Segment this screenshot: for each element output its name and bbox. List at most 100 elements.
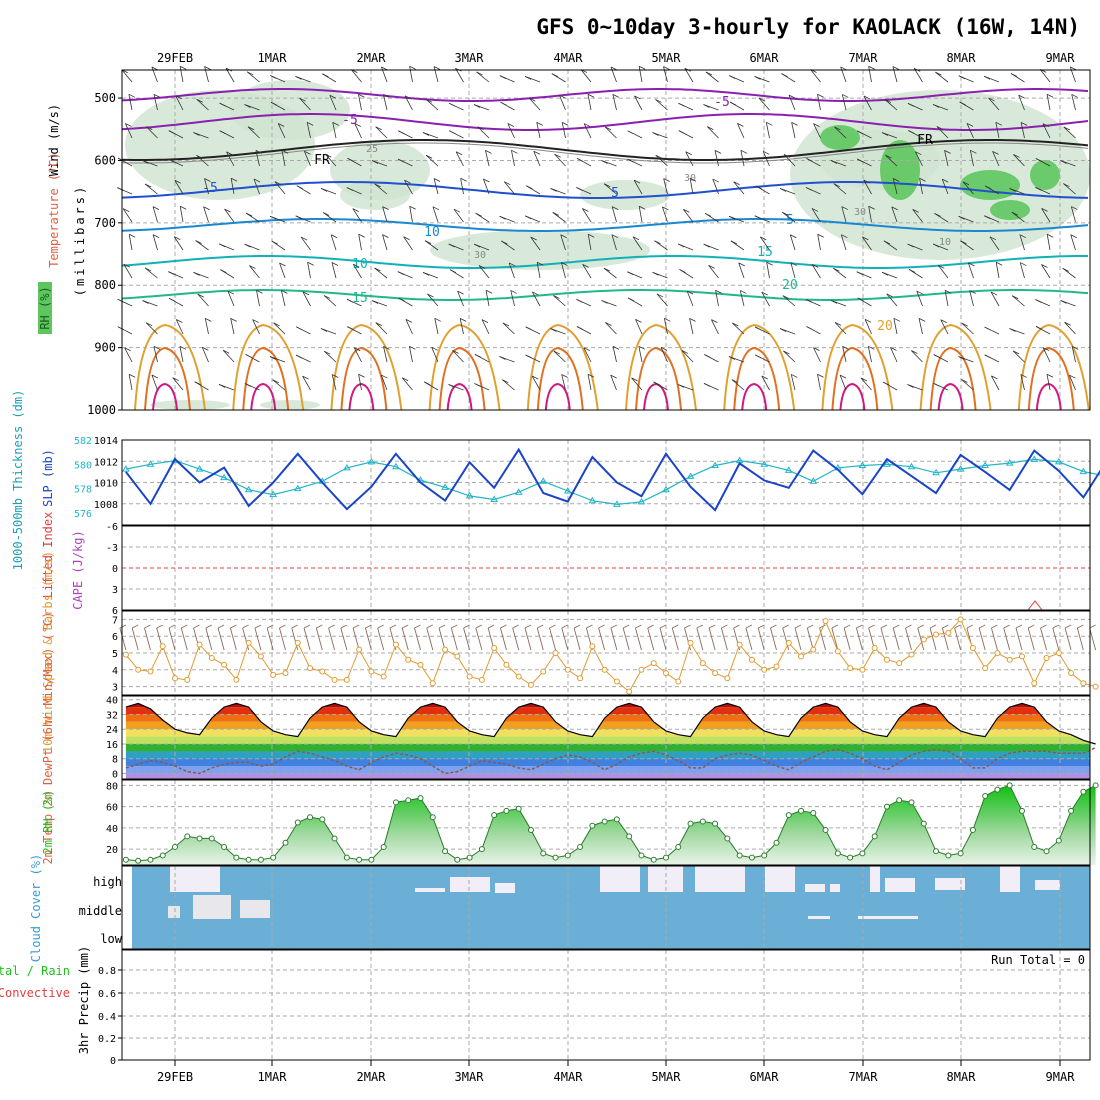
wind-barb-flag — [612, 94, 620, 98]
wind-barb-flag — [1020, 374, 1028, 378]
wind-barb-flag — [510, 290, 517, 294]
wind10m-barb-flag — [340, 624, 348, 629]
wind-barb — [323, 295, 337, 307]
wind-barb-flag — [553, 295, 560, 299]
wind-barb-flag — [790, 234, 797, 239]
wind-barb-flag — [989, 236, 997, 241]
isotherm-25 — [625, 323, 697, 411]
wind-barb-flag — [1013, 154, 1020, 158]
wind-barb-flag — [302, 291, 310, 296]
wind-barb — [783, 154, 796, 167]
wind-barb-flag — [707, 126, 714, 130]
rh-point — [957, 850, 964, 857]
rh-point — [233, 854, 240, 861]
wind-barb-flag — [704, 354, 711, 358]
wind-barb-flag — [273, 322, 280, 327]
rh-shade-dark — [820, 125, 860, 150]
wind-barb-flag — [938, 264, 945, 269]
wind-barb-flag — [817, 93, 824, 98]
wind-barb-flag — [686, 290, 694, 295]
wind-barb — [1062, 268, 1076, 279]
wind-barb — [991, 375, 1000, 391]
wind-barb-flag — [683, 208, 690, 213]
wind-barb-flag — [841, 234, 848, 239]
wind-barb-flag — [705, 71, 713, 76]
wind-barb — [1070, 206, 1076, 223]
wind10m-barb-flag — [905, 624, 912, 629]
wind-barb-flag — [433, 66, 441, 70]
wind-barb-flag — [499, 356, 506, 360]
wind10m-barb-flag — [843, 624, 851, 629]
wind-barb — [252, 319, 260, 335]
wind-barb — [863, 95, 872, 111]
wind10m-barb — [843, 627, 851, 651]
wind10m-point — [712, 670, 719, 677]
wind-barb-flag — [398, 130, 405, 135]
wind10m-barb-flag — [463, 624, 470, 629]
wind10m-barb — [254, 627, 262, 651]
wind-barb-flag — [907, 384, 914, 388]
wind10m-barb — [561, 627, 569, 651]
wind-barb — [612, 94, 617, 111]
wind-barb-flag — [153, 346, 161, 350]
wind-barb-flag — [704, 212, 712, 217]
wind10m-barb-flag — [389, 624, 397, 629]
wind-barb-flag — [1035, 187, 1042, 191]
wind-barb-flag — [934, 213, 941, 217]
wind-barb-flag — [230, 317, 237, 322]
wind-barb — [381, 66, 388, 83]
wind10m-barb — [941, 627, 949, 651]
cloud-mid-block — [168, 906, 180, 918]
wind10m-barb-flag — [316, 624, 323, 629]
wind-barb-flag — [524, 76, 532, 80]
wind10m-barb — [364, 627, 372, 651]
wind-tick-label: 5 — [112, 649, 118, 660]
rh-point — [933, 848, 940, 855]
wind-barb — [841, 94, 847, 111]
wind-barb — [732, 322, 745, 335]
wind-barb-flag — [893, 178, 900, 182]
wind-barb — [916, 290, 923, 307]
wind-barb-flag — [962, 181, 970, 186]
wind-barb-flag — [604, 183, 611, 188]
wind-barb-flag — [281, 290, 288, 294]
cloud-level-label: low — [100, 932, 122, 946]
rh-point — [589, 822, 596, 829]
wind10m-barb-flag — [598, 624, 605, 629]
wind-barb-flag — [610, 66, 618, 71]
wind-barb-flag — [932, 243, 940, 248]
wind-barb-flag — [560, 234, 567, 239]
wind-barb-flag — [685, 151, 692, 156]
wind10m-barb — [782, 627, 790, 651]
rh-point — [343, 854, 350, 861]
wind-barb — [528, 97, 541, 111]
wind-barb — [128, 94, 133, 111]
wind10m-barb-flag — [438, 624, 446, 629]
wind10m-point — [221, 661, 228, 668]
wind10m-point — [957, 616, 964, 623]
wind-barb — [961, 379, 974, 391]
wind10m-point — [908, 651, 915, 658]
panel-frame — [121, 69, 1091, 411]
wind10m-barb-flag — [880, 624, 888, 629]
wind-barb — [811, 264, 821, 279]
wind-barb-flag — [908, 269, 916, 273]
wind-barb-flag — [634, 95, 641, 100]
thickness-point — [1054, 457, 1063, 465]
rh-point — [294, 819, 301, 826]
wind-barb-flag — [936, 126, 944, 130]
wind-barb-flag — [678, 102, 685, 107]
wind10m-point — [147, 668, 154, 675]
wind-barb-flag — [761, 291, 768, 296]
wind-barb — [174, 180, 184, 195]
wind-barb — [201, 347, 209, 363]
date-label-bottom: 2MAR — [357, 1070, 387, 1084]
wind-barb-flag — [499, 75, 507, 79]
date-label-bottom: 7MAR — [849, 1070, 879, 1084]
wind10m-barb — [671, 627, 679, 651]
wind-barb — [833, 267, 847, 279]
upper-ylabel-rh-swatch — [38, 282, 52, 334]
wind-barb-flag — [1063, 183, 1070, 187]
wind-barb-flag — [656, 293, 664, 298]
